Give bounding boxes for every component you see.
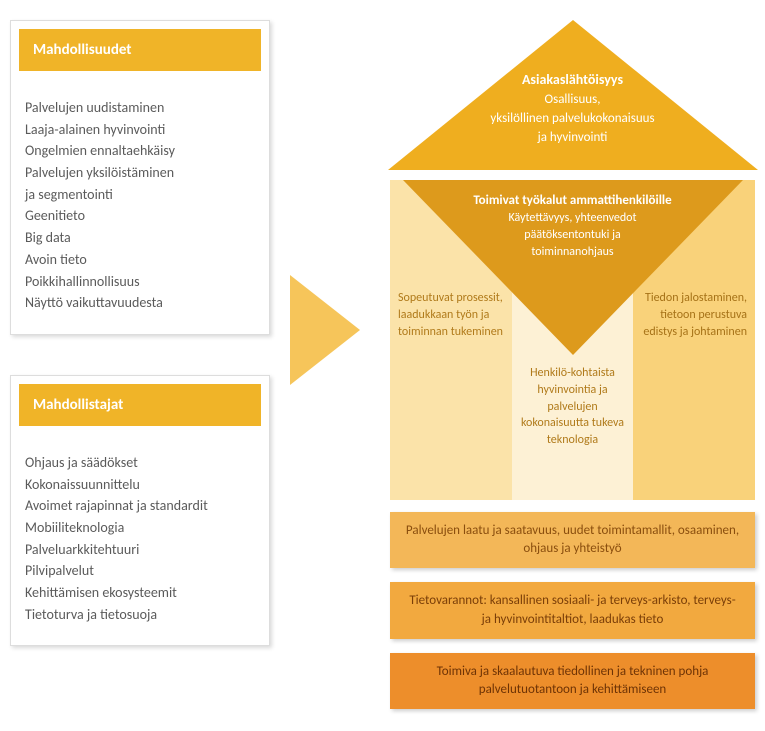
inner-triangle-text: Toimivat työkalut ammattihenkilöille Käy… [390,192,755,261]
right-column: Sopeutuvat prosessit, laadukkaan työn ja… [390,20,755,723]
list-item: Laaja-alainen hyvinvointi [25,119,255,141]
roof-line2: yksilöllinen palvelukokonaisuus [490,111,654,126]
inner-line2: päätöksentontuki ja [524,228,620,242]
card-opportunities-body: Palvelujen uudistaminenLaaja-alainen hyv… [11,79,269,314]
list-item: Ohjaus ja säädökset [25,452,255,474]
list-item: Kokonaissuunnittelu [25,474,255,496]
list-item: Geenitieto [25,205,255,227]
inner-line3: toiminnanohjaus [531,245,613,259]
bottom-bars: Palvelujen laatu ja saatavuus, uudet toi… [390,512,755,709]
list-item: Ongelmien ennaltaehkäisy [25,140,255,162]
list-item: Tietoturva ja tietosuoja [25,604,255,626]
list-item: Poikkihallinnollisuus [25,271,255,293]
bar-quality: Palvelujen laatu ja saatavuus, uudet toi… [390,512,755,568]
list-item: Avoimet rajapinnat ja standardit [25,495,255,517]
card-enablers-header: Mahdollistajat [19,384,261,426]
roof-text: Asiakaslähtöisyys Osallisuus, yksilöllin… [390,70,755,147]
card-enablers: Mahdollistajat Ohjaus ja säädöksetKokona… [10,375,270,647]
card-opportunities-header: Mahdollisuudet [19,29,261,71]
list-item: Mobiiliteknologia [25,517,255,539]
roof-line3: ja hyvinvointi [538,130,608,145]
roof-title: Asiakaslähtöisyys [522,71,623,88]
arrow-icon [290,275,360,385]
left-column: Mahdollisuudet Palvelujen uudistaminenLa… [10,20,270,686]
list-item: Palvelujen uudistaminen [25,97,255,119]
inner-line1: Käytettävyys, yhteenvedot [508,211,636,225]
list-item: Näyttö vaikuttavuudesta [25,292,255,314]
list-item: ja segmentointi [25,184,255,206]
list-item: Pilvipalvelut [25,560,255,582]
list-item: Kehittämisen ekosysteemit [25,582,255,604]
bar-data-stores: Tietovarannot: kansallinen sosiaali- ja … [390,582,755,638]
list-item: Big data [25,227,255,249]
list-item: Avoin tieto [25,249,255,271]
list-item: Palveluarkkitehtuuri [25,539,255,561]
card-opportunities: Mahdollisuudet Palvelujen uudistaminenLa… [10,20,270,335]
list-item: Palvelujen yksilöistäminen [25,162,255,184]
inner-title: Toimivat työkalut ammattihenkilöille [473,193,671,208]
house-diagram: Sopeutuvat prosessit, laadukkaan työn ja… [390,20,755,500]
card-enablers-body: Ohjaus ja säädöksetKokonaissuunnitteluAv… [11,434,269,626]
bar-foundation: Toimiva ja skaalautuva tiedollinen ja te… [390,653,755,709]
roof-line1: Osallisuus, [545,92,601,107]
